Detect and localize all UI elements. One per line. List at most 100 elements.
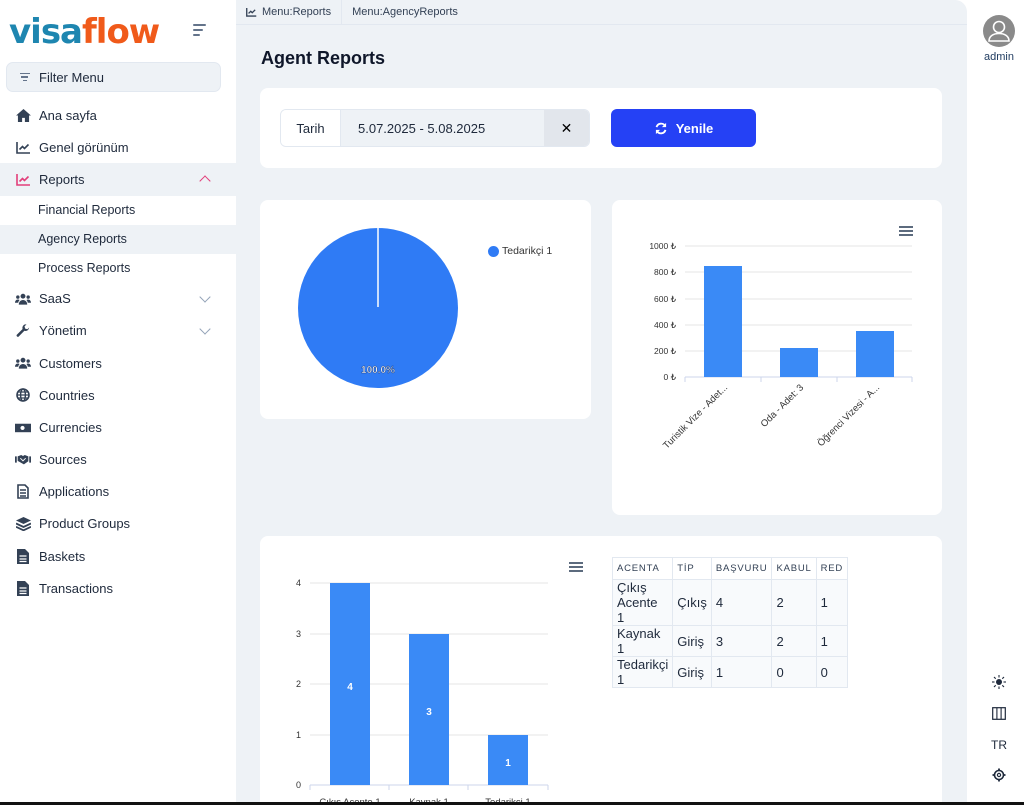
theme-toggle-sun-icon[interactable] [991, 674, 1007, 690]
sidebar-item-ana-sayfa[interactable]: Ana sayfa [0, 99, 236, 131]
x-tick-label: Oda - Adet: 3 [759, 382, 806, 429]
chart-menu-icon[interactable] [899, 226, 913, 237]
sidebar-item-countries[interactable]: Countries [0, 379, 236, 411]
cell-kabul: 0 [771, 656, 817, 688]
sidebar-item-sources[interactable]: Sources [0, 444, 236, 476]
sidebar-item-transactions[interactable]: Transactions [0, 572, 236, 604]
main-content: Menu:Reports Menu:AgencyReports Agent Re… [236, 0, 967, 805]
filter-menu-label: Filter Menu [39, 69, 105, 85]
table-row: Kaynak 1 Giriş 3 2 1 [611, 625, 849, 657]
language-selector[interactable]: TR [991, 738, 1007, 752]
user-avatar[interactable] [983, 15, 1015, 47]
bar[interactable] [780, 348, 818, 377]
applications-card: 4 3 2 1 0 4 3 1 Çıkış Acente 1 Kaynak 1 [260, 536, 942, 805]
sidebar-item-product-groups[interactable]: Product Groups [0, 508, 236, 540]
agency-table: ACENTA TİP BAŞVURU KABUL RED Çıkış Acent… [611, 557, 849, 688]
sidebar-item-reports[interactable]: Reports [0, 163, 236, 196]
sidebar-item-label: Reports [39, 171, 85, 187]
sidebar-item-yonetim[interactable]: Yönetim [0, 315, 236, 347]
sidebar-item-label: Customers [39, 355, 102, 371]
x-tick-label: Kaynak 1 [409, 797, 449, 805]
chart-menu-icon[interactable] [569, 562, 583, 573]
cell-basvuru: 3 [710, 625, 773, 657]
sidebar-item-label: Countries [39, 387, 95, 403]
revenue-bar-chart-card: 1000 ₺ 800 ₺ 600 ₺ 400 ₺ 200 ₺ 0 ₺ Turis… [612, 200, 942, 515]
sidebar-subitem-label: Process Reports [38, 261, 131, 276]
date-range-input[interactable]: 5.07.2025 - 5.08.2025 [341, 110, 544, 146]
filter-menu-input[interactable]: Filter Menu [6, 62, 221, 92]
y-tick-label: 800 ₺ [654, 267, 677, 277]
x-tick-label: Öğrenci Vizesi - A... [815, 382, 882, 449]
pie-chart: 100.0% [298, 228, 458, 388]
date-label: Tarih [281, 110, 341, 146]
column-header-basvuru[interactable]: BAŞVURU [710, 557, 773, 580]
sidebar-item-currencies[interactable]: Currencies [0, 411, 236, 443]
settings-gear-icon[interactable] [991, 767, 1007, 783]
sidebar-item-label: Genel görünüm [39, 139, 129, 155]
sidebar-subitem-label: Financial Reports [38, 203, 136, 218]
chart-line-icon [15, 171, 31, 187]
sidebar-subitem-agency-reports[interactable]: Agency Reports [0, 224, 236, 254]
table-header-row: ACENTA TİP BAŞVURU KABUL RED [611, 557, 849, 580]
column-header-red[interactable]: RED [815, 557, 849, 580]
bar[interactable] [704, 266, 742, 377]
sidebar-subitem-financial-reports[interactable]: Financial Reports [0, 196, 236, 225]
breadcrumb: Menu:Reports Menu:AgencyReports [236, 0, 967, 25]
cell-red: 1 [815, 579, 849, 626]
visaflow-logo[interactable]: visaflow [9, 12, 160, 52]
column-header-kabul[interactable]: KABUL [771, 557, 817, 580]
clear-date-button[interactable]: ✕ [544, 110, 589, 146]
sidebar-subitem-process-reports[interactable]: Process Reports [0, 254, 236, 283]
pie-legend-item[interactable]: Tedarikçi 1 [488, 245, 552, 257]
bar[interactable] [330, 583, 370, 785]
sidebar-item-label: Product Groups [39, 516, 131, 532]
sidebar-item-label: Transactions [39, 580, 113, 596]
y-tick-label: 0 ₺ [664, 372, 677, 382]
y-tick-label: 400 ₺ [654, 320, 677, 330]
filter-icon [19, 72, 30, 82]
users-icon [15, 355, 31, 371]
y-tick-label: 1 [296, 730, 301, 740]
sidebar-item-genel-gorunum[interactable]: Genel görünüm [0, 131, 236, 163]
wrench-icon [15, 323, 31, 339]
sidebar-item-saas[interactable]: SaaS [0, 283, 236, 315]
cell-red: 0 [815, 656, 849, 688]
file-icon [15, 484, 31, 500]
bar[interactable] [409, 634, 449, 785]
cell-kabul: 2 [771, 579, 817, 626]
y-tick-label: 3 [296, 629, 301, 639]
home-icon [15, 107, 31, 123]
column-header-tip[interactable]: TİP [672, 557, 712, 580]
bar-data-label: 4 [347, 682, 353, 693]
globe-icon [15, 387, 31, 403]
chart-line-icon [246, 7, 257, 17]
sidebar-collapse-icon[interactable] [190, 20, 210, 40]
chevron-down-icon [199, 323, 211, 335]
pie-slice[interactable] [298, 228, 458, 388]
breadcrumb-item-reports[interactable]: Menu:Reports [236, 0, 343, 25]
refresh-button-label: Yenile [675, 120, 714, 136]
cell-kabul: 2 [771, 625, 817, 657]
layout-columns-icon[interactable] [991, 705, 1007, 721]
cell-basvuru: 4 [710, 579, 773, 626]
legend-label: Tedarikçi 1 [502, 245, 553, 257]
bar[interactable] [488, 735, 528, 785]
y-tick-label: 4 [296, 578, 301, 588]
sidebar-item-applications[interactable]: Applications [0, 476, 236, 508]
bar[interactable] [856, 331, 894, 377]
sidebar-item-label: Ana sayfa [39, 107, 97, 123]
filter-card: Tarih 5.07.2025 - 5.08.2025 ✕ Yenile [260, 88, 942, 168]
refresh-button[interactable]: Yenile [611, 109, 756, 147]
sidebar: visaflow Filter Menu Ana sayfa Genel gör… [0, 0, 236, 802]
y-tick-label: 200 ₺ [654, 346, 677, 356]
sidebar-item-baskets[interactable]: Baskets [0, 540, 236, 572]
username-label[interactable]: admin [984, 51, 1014, 63]
column-header-acenta[interactable]: ACENTA [611, 557, 674, 580]
x-tick-label: Turistik Vize - Adet... [661, 382, 730, 451]
breadcrumb-item-agency-reports[interactable]: Menu:AgencyReports [342, 0, 468, 25]
close-icon: ✕ [560, 119, 573, 136]
cell-red: 1 [815, 625, 849, 657]
sidebar-item-label: SaaS [39, 291, 71, 307]
pie-chart-card: 100.0% Tedarikçi 1 [260, 200, 591, 419]
sidebar-item-customers[interactable]: Customers [0, 347, 236, 379]
